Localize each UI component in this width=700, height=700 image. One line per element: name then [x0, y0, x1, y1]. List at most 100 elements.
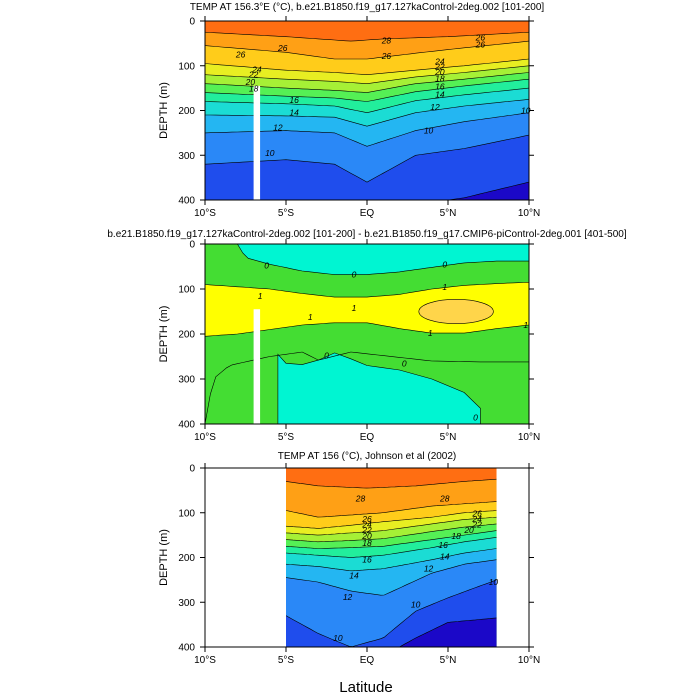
x-tick-label: 5°N: [440, 432, 457, 443]
contour-label: 0: [442, 260, 447, 270]
missing-data-column: [253, 309, 261, 424]
contour-label: 10: [424, 126, 434, 136]
contour-label: 14: [435, 89, 445, 99]
contour-line-26: [205, 40, 529, 60]
y-tick-label: 200: [178, 330, 195, 341]
y-tick-label: 0: [189, 240, 195, 251]
y-tick-label: 200: [178, 553, 195, 564]
contour-label: 20: [361, 531, 372, 541]
x-tick-label: 5°S: [278, 432, 295, 443]
contour-label: 18: [249, 84, 259, 94]
x-tick-label: 5°N: [440, 208, 457, 219]
contour-label: 16: [438, 540, 448, 550]
contour-label: 1: [428, 328, 433, 338]
contour-label: 24: [471, 514, 482, 524]
contour-label: 22: [361, 525, 372, 535]
contour-line-22: [205, 65, 529, 85]
x-tick-label: EQ: [360, 655, 375, 666]
contour-label: 0: [402, 358, 407, 368]
contour-label: 24: [251, 64, 262, 74]
x-tick-label: 10°N: [518, 208, 540, 219]
panel-2-fill: [286, 468, 497, 647]
panel-2-title: TEMP AT 156 (°C), Johnson et al (2002): [278, 451, 457, 462]
panel-johnson-2002-temperature: 28 28262624242222202018181616141412121010…: [158, 451, 540, 666]
contour-line-24: [205, 58, 529, 76]
contour-line-12: [286, 559, 497, 596]
contour-label: 20: [463, 525, 474, 535]
contour-label: 26: [475, 33, 486, 43]
x-tick-label: EQ: [360, 432, 375, 443]
contour-label: 1: [308, 312, 313, 322]
contour-label: 14: [349, 570, 359, 580]
contour-line-10: [286, 579, 497, 647]
contour-label: 28: [355, 493, 366, 503]
contour-label: 22: [248, 70, 259, 80]
y-tick-label: 100: [178, 508, 195, 519]
contour-line-28: [286, 478, 497, 489]
contour-label: 26: [471, 509, 482, 519]
band-below-8: [286, 617, 497, 647]
band-below-8: [286, 182, 529, 200]
contour-label: 22: [471, 519, 482, 529]
x-tick-label: 10°S: [194, 208, 216, 219]
contour-label: 26: [235, 50, 246, 60]
y-tick-label: 400: [178, 643, 195, 654]
contour-line-24: [286, 510, 497, 529]
contour-label: 14: [289, 108, 299, 118]
x-tick-label: EQ: [360, 208, 375, 219]
y-tick-label: 400: [178, 196, 195, 207]
contour-label: 20: [245, 77, 256, 87]
contour-label: 10: [333, 633, 343, 643]
y-tick-label: 400: [178, 420, 195, 431]
contour-line-zero-top: [205, 244, 529, 275]
contour-label: 26: [361, 514, 372, 524]
figure-x-axis-label: Latitude: [339, 679, 392, 696]
panel-0-y-axis-label: DEPTH (m): [158, 82, 170, 139]
contour-label: 12: [430, 102, 440, 112]
contour-label: 24: [361, 519, 372, 529]
contour-label: 26: [475, 39, 486, 49]
contour-label: 16: [362, 555, 372, 565]
y-tick-label: 0: [189, 17, 195, 28]
contour-line-20: [286, 523, 497, 543]
x-tick-label: 5°S: [278, 655, 295, 666]
y-tick-label: 300: [178, 151, 195, 162]
contour-label: 18: [435, 73, 445, 83]
contour-line-18: [286, 530, 497, 549]
y-tick-label: 300: [178, 598, 195, 609]
contour-label: 1: [523, 320, 528, 330]
contour-label: 0: [264, 261, 269, 271]
x-tick-label: 5°S: [278, 208, 295, 219]
panel-temperature-difference: 000111111000b.e21.B1850.f19_g17.127kaCon…: [107, 229, 626, 443]
contour-line-16: [286, 537, 497, 558]
panel-1-y-axis-label: DEPTH (m): [158, 306, 170, 363]
contour-label: 10: [411, 599, 421, 609]
contour-label: 28: [439, 493, 450, 503]
contour-label: 24: [434, 56, 445, 66]
missing-data-column: [253, 85, 261, 200]
class-negative-deep: [277, 352, 481, 424]
contour-line-one-top: [205, 282, 529, 298]
contour-label: 1: [352, 303, 357, 313]
contour-label: 0: [352, 270, 357, 280]
contour-line-8: [283, 181, 529, 200]
contour-label: 1: [258, 291, 263, 301]
contour-line-8: [286, 617, 497, 647]
contour-label: 18: [362, 538, 372, 548]
contour-label: 0: [324, 351, 329, 361]
x-tick-label: 5°N: [440, 655, 457, 666]
panel-0-fill: [205, 21, 529, 200]
contour-label: 16: [289, 95, 299, 105]
y-tick-label: 0: [189, 464, 195, 475]
contour-label: 20: [434, 67, 445, 77]
contour-label: 12: [424, 564, 434, 574]
y-tick-label: 200: [178, 106, 195, 117]
contour-line-26: [286, 501, 497, 518]
y-tick-label: 100: [178, 61, 195, 72]
x-tick-label: 10°N: [518, 432, 540, 443]
contour-label: 0: [473, 412, 478, 422]
x-tick-label: 10°N: [518, 655, 540, 666]
panel-1-fill: [205, 244, 529, 424]
x-tick-label: 10°S: [194, 432, 216, 443]
